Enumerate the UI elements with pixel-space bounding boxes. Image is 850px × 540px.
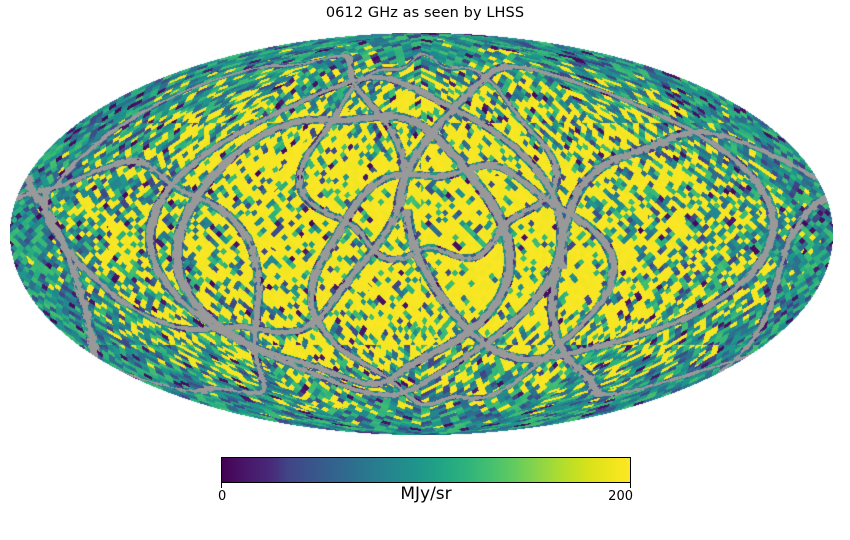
healpix-map-canvas (10, 33, 833, 435)
colorbar-tick-max (630, 483, 631, 488)
colorbar-min-label: 0 (218, 489, 227, 504)
mollweide-sky-map (10, 33, 833, 435)
colorbar-max-label: 200 (608, 489, 633, 504)
colorbar-unit-label: MJy/sr (400, 484, 452, 504)
figure-title: 0612 GHz as seen by LHSS (325, 5, 525, 21)
colorbar-tick-min (221, 483, 222, 488)
colorbar: 0 MJy/sr 200 (218, 457, 633, 504)
colorbar-gradient (221, 457, 631, 483)
